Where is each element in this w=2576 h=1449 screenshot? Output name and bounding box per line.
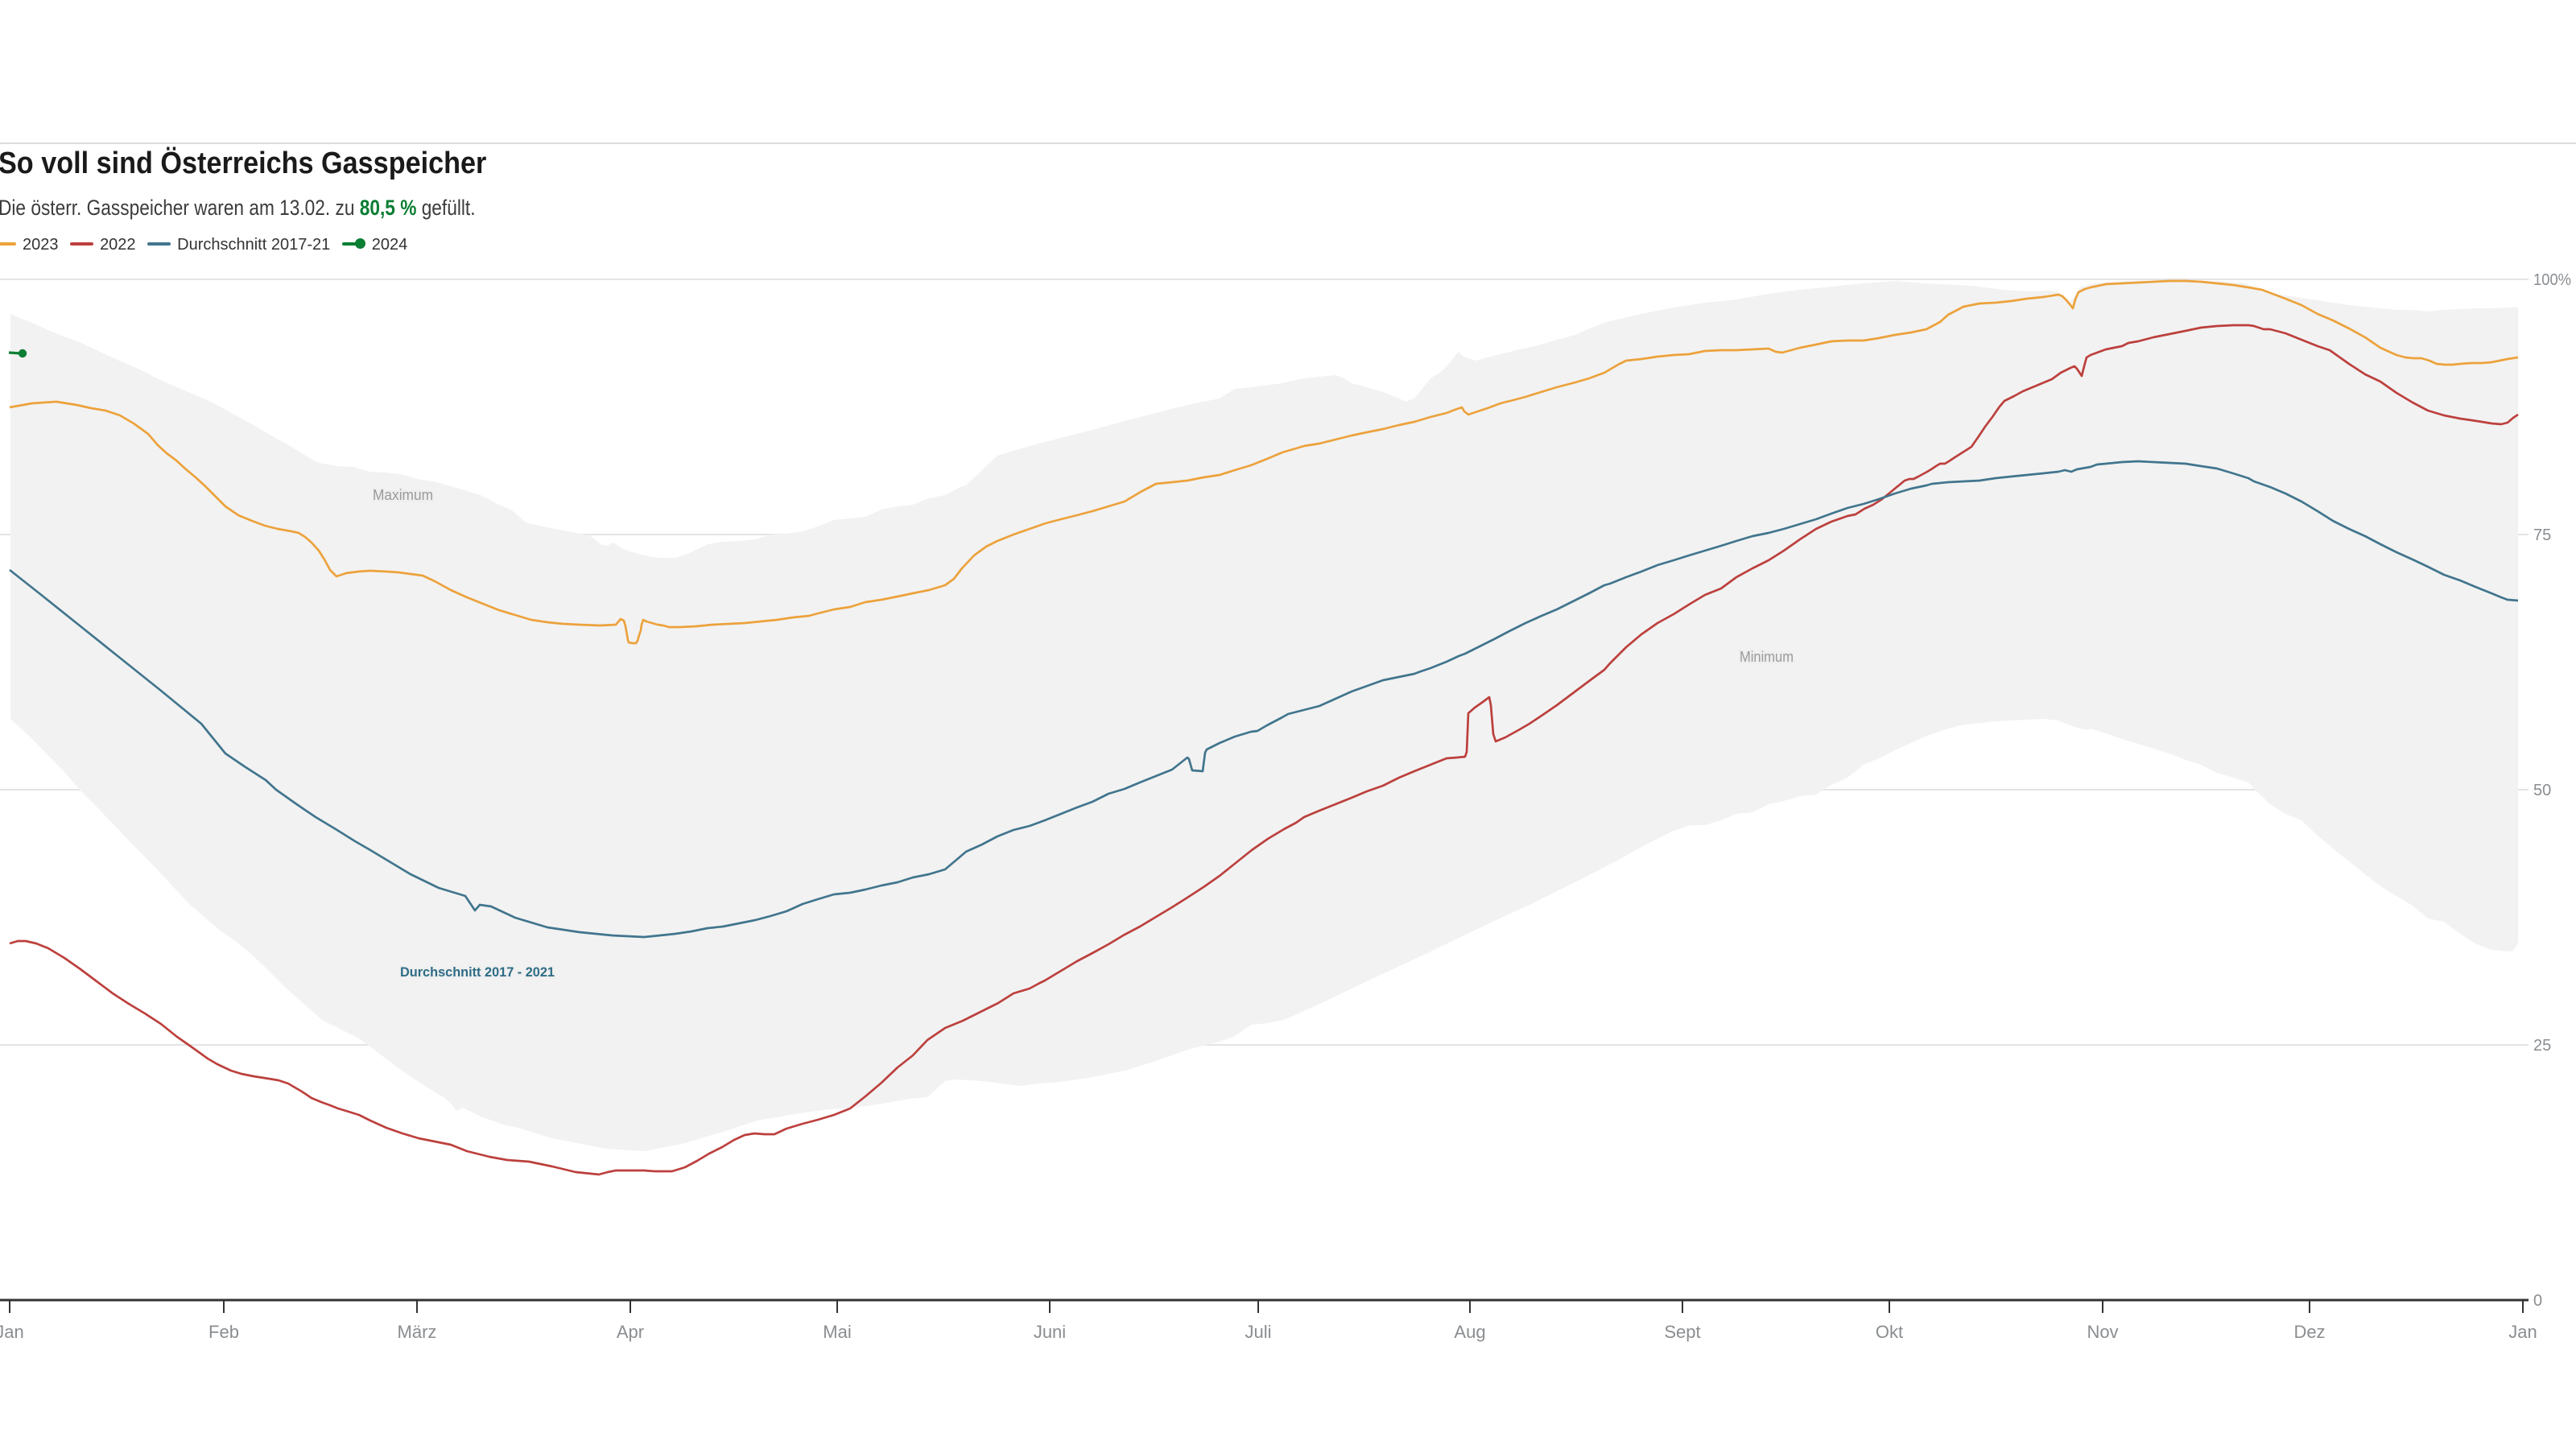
svg-text:Jan: Jan [2508,1322,2537,1342]
svg-text:25: 25 [2533,1037,2551,1055]
svg-text:Juli: Juli [1245,1322,1271,1342]
svg-text:Nov: Nov [2087,1322,2118,1342]
svg-text:Maximum: Maximum [373,487,433,503]
svg-text:50: 50 [2533,782,2551,799]
svg-text:Jan: Jan [0,1322,24,1342]
svg-text:Sept: Sept [1664,1322,1700,1342]
svg-text:Juni: Juni [1034,1322,1066,1342]
svg-text:Mai: Mai [823,1322,851,1342]
svg-text:Aug: Aug [1454,1322,1485,1342]
svg-text:0: 0 [2533,1292,2542,1310]
svg-text:Feb: Feb [208,1322,239,1342]
svg-text:Durchschnitt 2017 - 2021: Durchschnitt 2017 - 2021 [400,964,555,980]
svg-text:März: März [398,1322,437,1342]
svg-text:Dez: Dez [2293,1322,2325,1342]
svg-text:Okt: Okt [1876,1322,1903,1342]
svg-text:100%: 100% [2533,271,2571,289]
svg-text:Apr: Apr [617,1322,644,1342]
svg-text:Minimum: Minimum [1740,649,1794,665]
svg-text:75: 75 [2533,526,2551,544]
